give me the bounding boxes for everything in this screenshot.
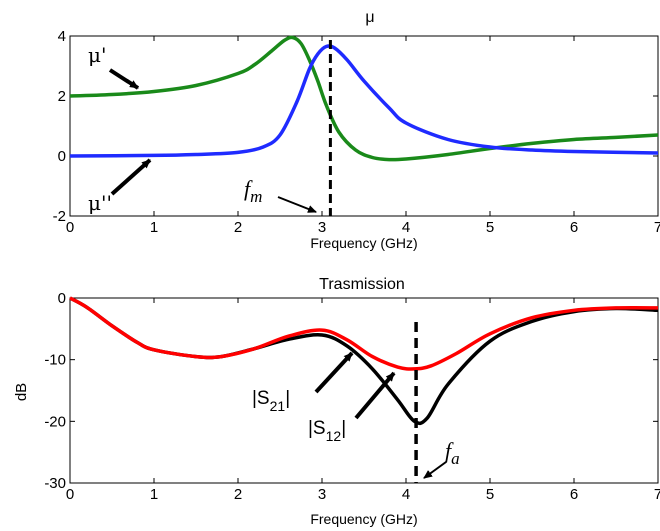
fm-label: fm: [244, 176, 262, 206]
mu-x-tick-label: 7: [654, 219, 660, 236]
transmission-x-tick-label: 5: [486, 486, 494, 503]
transmission-series-line-s21: [69, 296, 659, 426]
transmission-chart-title: Trasmission: [319, 276, 405, 293]
mu-x-tick-label: 2: [234, 219, 242, 236]
transmission-x-tick-label: 2: [234, 486, 242, 503]
transmission-y-tick-label: -20: [44, 413, 66, 430]
fa-arrow: [423, 461, 447, 479]
mu-x-tick-label: 4: [402, 219, 410, 236]
s12-label: |S12|: [308, 418, 346, 444]
mu-dprime-arrow: [110, 158, 152, 196]
transmission-x-tick-label: 0: [66, 486, 74, 503]
s21-label: |S21|: [252, 388, 290, 414]
transmission-y-tick-label: 0: [58, 290, 66, 307]
mu-y-tick-label: -2: [53, 208, 66, 225]
mu-x-tick-label: 0: [66, 219, 74, 236]
transmission-x-tick-label: 6: [570, 486, 578, 503]
transmission-y-tick-label: -10: [44, 352, 66, 369]
mu-x-axis-label: Frequency (GHz): [310, 235, 417, 251]
transmission-y-axis-label: dB: [13, 383, 30, 401]
fm-arrow: [277, 196, 317, 213]
mu-chart-title: μ: [365, 9, 374, 26]
transmission-x-tick-label: 4: [402, 486, 410, 503]
transmission-x-axis-label: Frequency (GHz): [310, 511, 417, 527]
mu-y-tick-label: 0: [58, 148, 66, 165]
mu-series-line-series: [69, 35, 659, 162]
mu-plot-frame: [69, 35, 659, 217]
mu-dprime-label: μ'': [88, 191, 112, 215]
mu-x-tick-label: 6: [570, 219, 578, 236]
s12-arrow: [354, 371, 396, 420]
transmission-x-tick-label: 7: [654, 486, 660, 503]
mu-y-tick-label: 4: [58, 28, 66, 45]
transmission-y-tick-label: -30: [44, 475, 66, 492]
transmission-x-tick-label: 3: [318, 486, 326, 503]
transmission-x-tick-label: 1: [150, 486, 158, 503]
fa-label: fa: [445, 438, 460, 468]
mu-prime-arrow: [108, 68, 140, 90]
mu-x-tick-label: 5: [486, 219, 494, 236]
s21-arrow: [314, 351, 354, 394]
transmission-series-line-s12: [69, 296, 659, 371]
mu-prime-label: μ': [88, 43, 107, 67]
transmission-chart: Trasmission -30 -20 -10 0 0 1 2 3 4 5 6 7 Frequenc…: [13, 276, 660, 527]
mu-x-tick-label: 1: [150, 219, 158, 236]
transmission-plot-frame: [69, 297, 659, 484]
mu-y-tick-label: 2: [58, 88, 66, 105]
mu-x-tick-label: 3: [318, 219, 326, 236]
